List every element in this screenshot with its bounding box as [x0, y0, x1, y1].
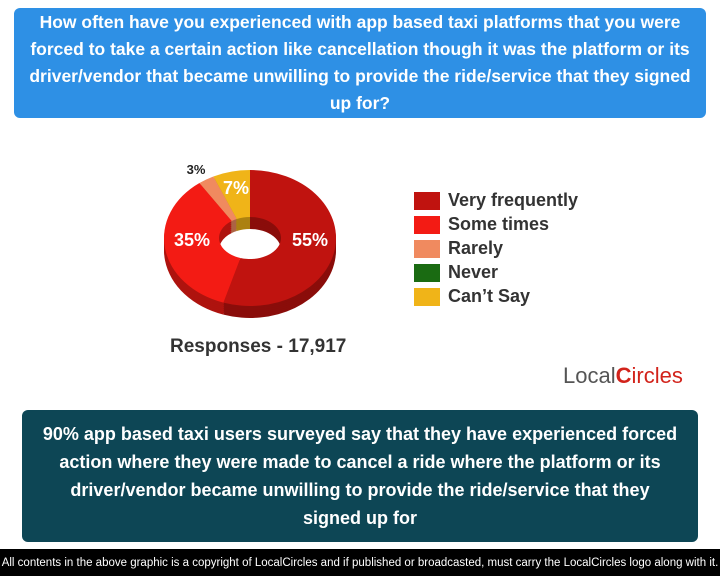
legend-item: Very frequently: [414, 190, 578, 211]
legend-swatch: [414, 215, 440, 234]
legend-swatch: [414, 263, 440, 282]
localcircles-logo: LocalCircles: [563, 363, 683, 388]
slice-very-frequently: [223, 170, 336, 306]
legend-item: Some times: [414, 214, 549, 235]
data-label: 7%: [223, 178, 249, 198]
data-label: 3%: [187, 162, 206, 177]
legend-label: Some times: [448, 214, 550, 234]
slice-some-times: [163, 182, 241, 303]
summary-box: 90% app based taxi users surveyed say th…: [22, 410, 698, 542]
legend-label: Can’t Say: [448, 286, 531, 306]
legend-label: Never: [448, 262, 499, 282]
footer-text: All contents in the above graphic is a c…: [1, 556, 719, 569]
data-label: 35%: [174, 230, 210, 250]
question-banner: How often have you experienced with app …: [14, 8, 706, 118]
legend-swatch: [414, 191, 440, 210]
copyright-footer: All contents in the above graphic is a c…: [0, 549, 720, 576]
donut-chart: 55% 35% 3% 7%: [163, 162, 336, 318]
responses-count: Responses - 17,917: [170, 336, 347, 357]
slice-can-t-say: [213, 170, 250, 219]
data-label: 55%: [292, 230, 328, 250]
legend-label: Rarely: [448, 238, 504, 258]
legend-swatch: [414, 239, 440, 258]
legend-item: Can’t Say: [414, 286, 530, 307]
legend-item: Rarely: [414, 238, 503, 259]
legend-swatch: [414, 287, 440, 306]
legend-label: Very frequently: [448, 190, 579, 210]
question-text: How often have you experienced with app …: [29, 12, 691, 113]
slice-rarely: [199, 176, 237, 222]
legend-item: Never: [414, 262, 498, 283]
summary-text: 90% app based taxi users surveyed say th…: [42, 424, 678, 528]
